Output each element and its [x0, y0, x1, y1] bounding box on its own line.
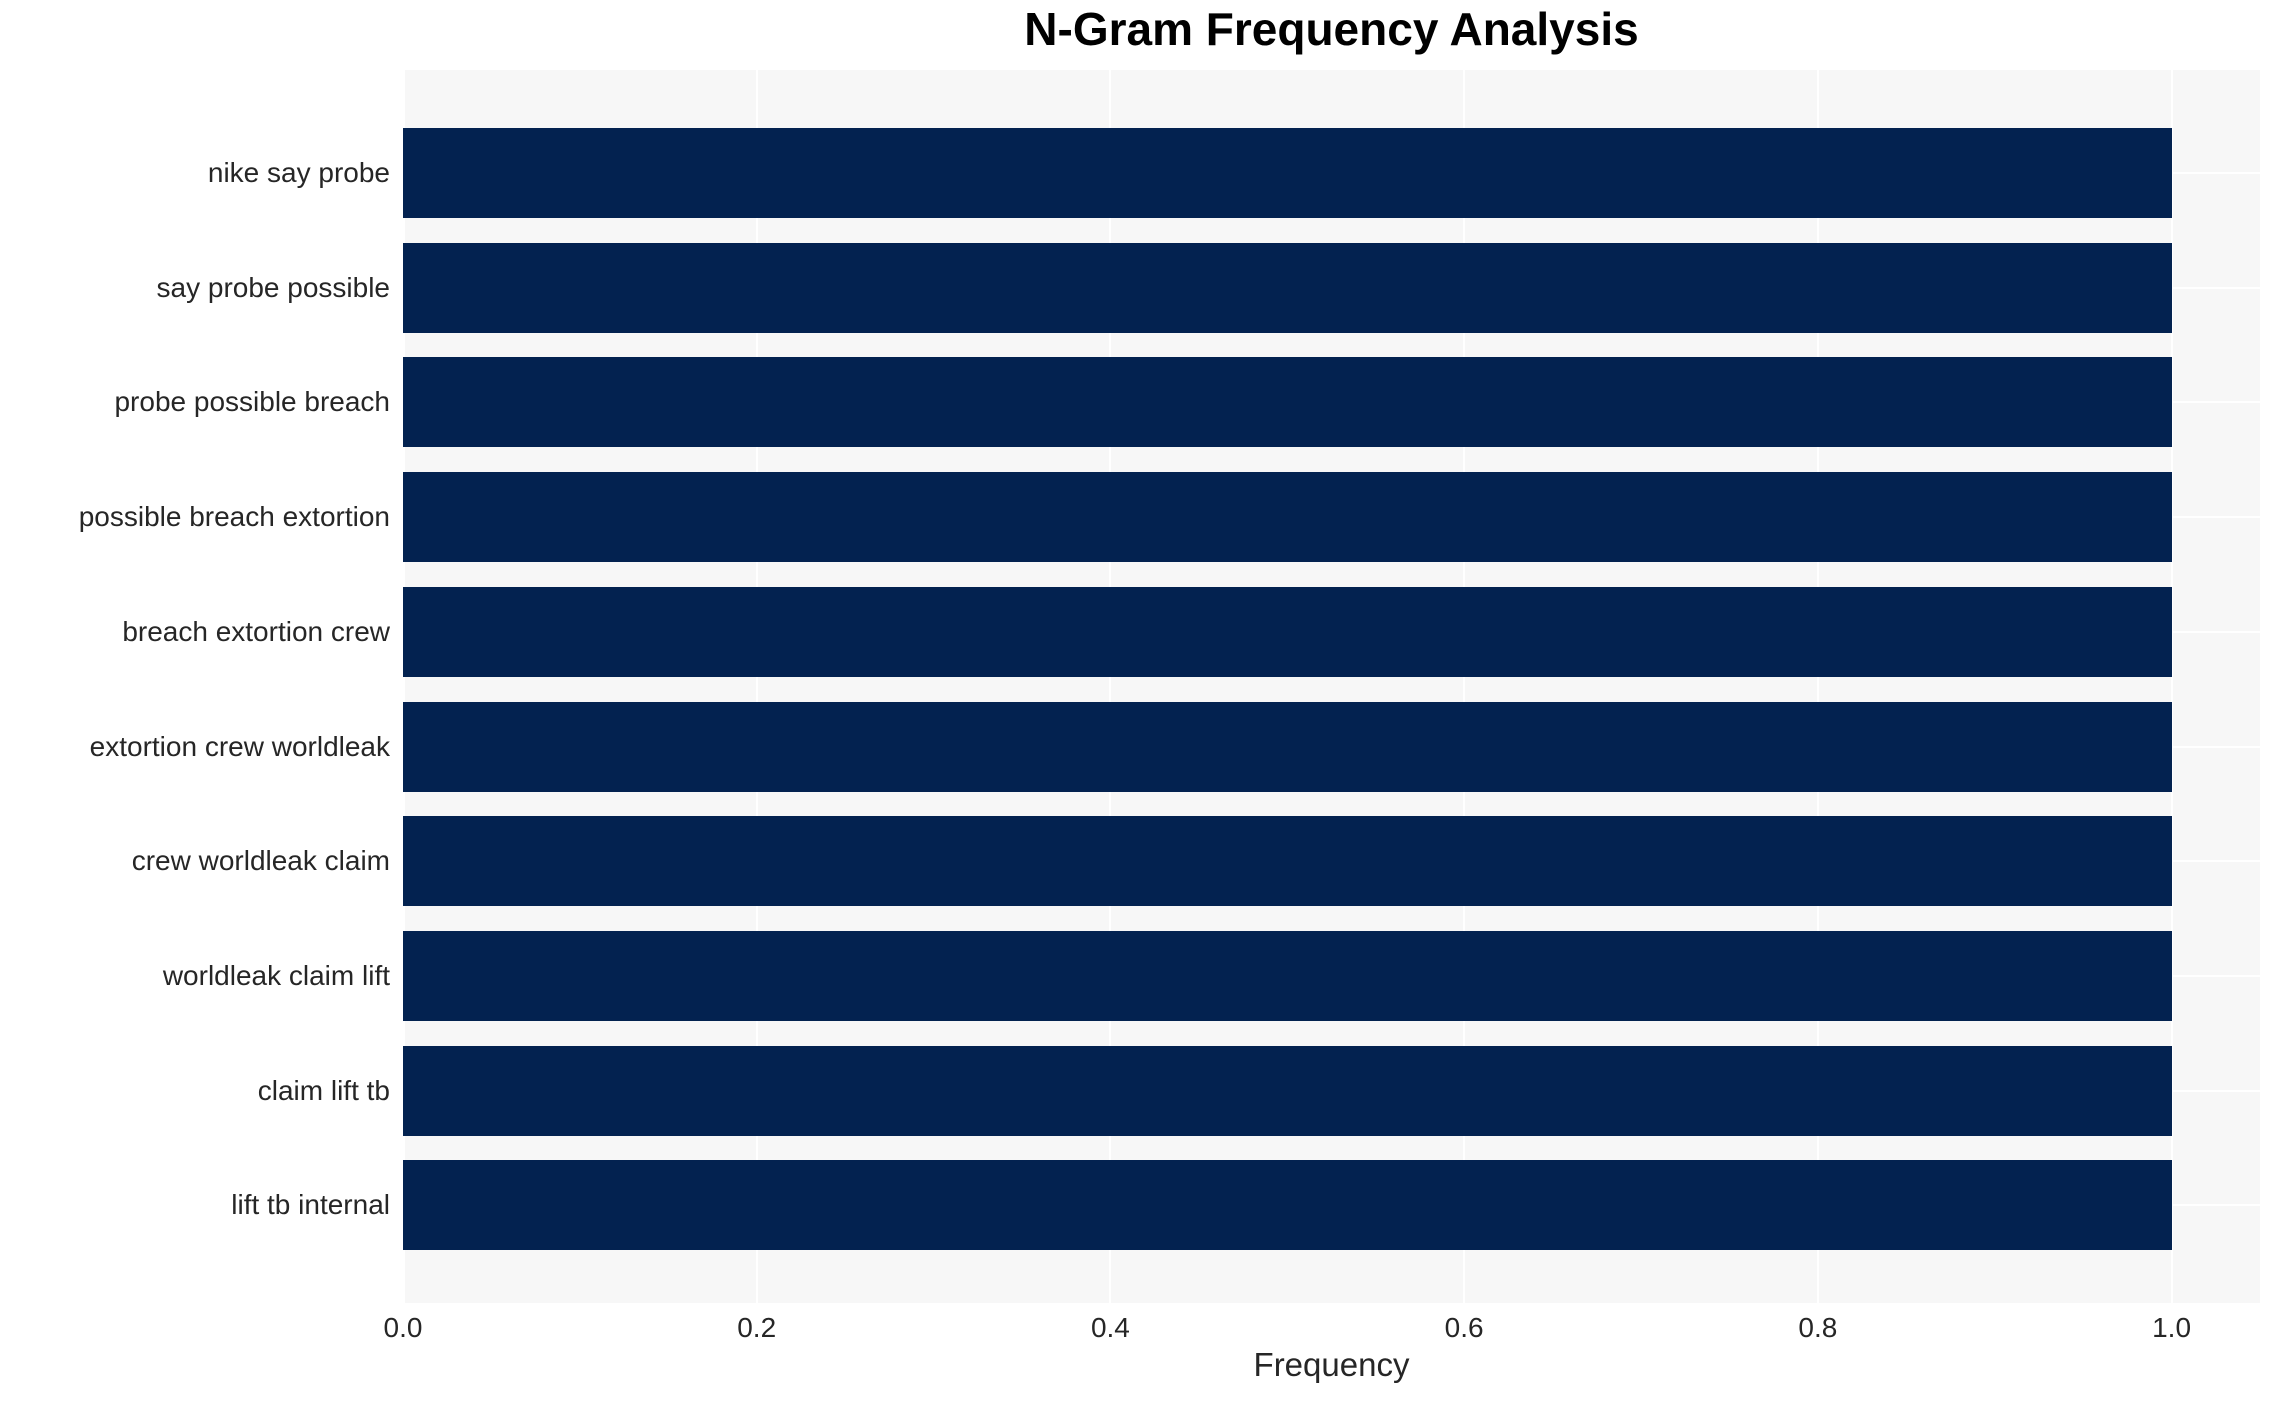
gridline-vertical: [1109, 70, 1112, 1303]
bar: [403, 701, 2172, 792]
y-tick-label: probe possible breach: [114, 386, 390, 418]
y-tick-label: breach extortion crew: [122, 615, 390, 647]
bar: [403, 1045, 2172, 1136]
y-tick-label: nike say probe: [207, 157, 390, 188]
bar: [403, 930, 2172, 1021]
bar: [403, 242, 2172, 333]
y-tick-label: worldleak claim lift: [162, 959, 390, 991]
bar: [403, 357, 2172, 448]
bar: [403, 472, 2172, 563]
x-tick-label: 1.0: [2152, 1312, 2192, 1343]
x-tick-label: 0.4: [1090, 1312, 1130, 1343]
y-tick-label: say probe possible: [156, 271, 390, 303]
y-tick-label: lift tb internal: [231, 1189, 390, 1221]
y-tick-label: crew worldleak claim: [131, 845, 390, 877]
plot-area: [403, 70, 2260, 1303]
bar: [403, 1160, 2172, 1251]
bar: [403, 816, 2172, 907]
gridline-vertical: [1463, 70, 1466, 1303]
y-tick-label: extortion crew worldleak: [89, 730, 390, 762]
x-tick-label: 0.6: [1444, 1312, 1484, 1343]
x-tick-label: 0.8: [1798, 1312, 1838, 1343]
x-tick-label: 0.2: [737, 1312, 777, 1343]
y-tick-label: possible breach extortion: [78, 501, 390, 533]
x-axis-label: Frequency: [1253, 1346, 1410, 1383]
gridline-vertical: [1816, 70, 1819, 1303]
gridline-vertical: [2170, 70, 2173, 1303]
x-tick-label: 0.0: [383, 1312, 423, 1343]
bar: [403, 128, 2172, 218]
y-tick-label: claim lift tb: [257, 1074, 390, 1106]
chart-title: N-Gram Frequency Analysis: [1024, 3, 1639, 55]
gridline-vertical: [403, 70, 405, 1303]
gridline-vertical: [755, 70, 758, 1303]
bar: [403, 586, 2172, 677]
